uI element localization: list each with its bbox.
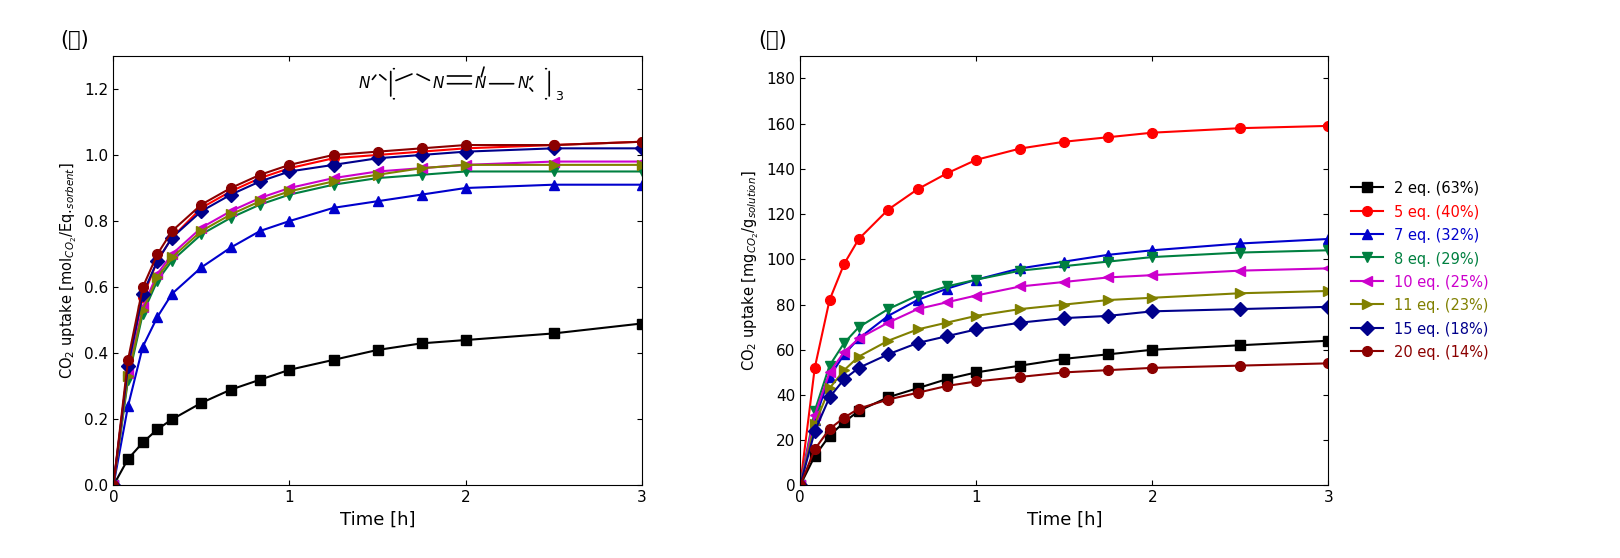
Text: N: N xyxy=(517,76,528,91)
Y-axis label: CO$_2$ uptake [mol$_{CO_2}$/Eq.$_{sorbent}$]: CO$_2$ uptake [mol$_{CO_2}$/Eq.$_{sorben… xyxy=(58,162,79,379)
Text: (가): (가) xyxy=(60,30,89,50)
Text: (나): (나) xyxy=(758,30,787,50)
X-axis label: Time [h]: Time [h] xyxy=(340,511,415,529)
Legend: 2 eq. (63%), 5 eq. (40%), 7 eq. (32%), 8 eq. (29%), 10 eq. (25%), 11 eq. (23%), : 2 eq. (63%), 5 eq. (40%), 7 eq. (32%), 8… xyxy=(1346,176,1494,365)
Text: 3: 3 xyxy=(556,90,562,103)
Text: N: N xyxy=(358,76,369,91)
Text: N: N xyxy=(433,76,444,91)
Text: N: N xyxy=(475,76,486,91)
Y-axis label: CO$_2$ uptake [mg$_{CO_2}$/g$_{solution}$]: CO$_2$ uptake [mg$_{CO_2}$/g$_{solution}… xyxy=(740,170,761,371)
X-axis label: Time [h]: Time [h] xyxy=(1027,511,1102,529)
